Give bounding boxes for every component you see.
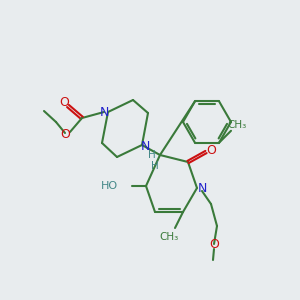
Text: O: O: [206, 143, 216, 157]
Text: N: N: [140, 140, 150, 152]
Text: O: O: [59, 97, 69, 110]
Text: HO: HO: [101, 181, 118, 191]
Text: CH₃: CH₃: [227, 120, 247, 130]
Text: CH₃: CH₃: [159, 232, 178, 242]
Text: H: H: [151, 161, 159, 171]
Text: H: H: [148, 150, 156, 160]
Text: O: O: [60, 128, 70, 140]
Text: O: O: [209, 238, 219, 251]
Text: N: N: [99, 106, 109, 119]
Text: N: N: [197, 182, 207, 196]
